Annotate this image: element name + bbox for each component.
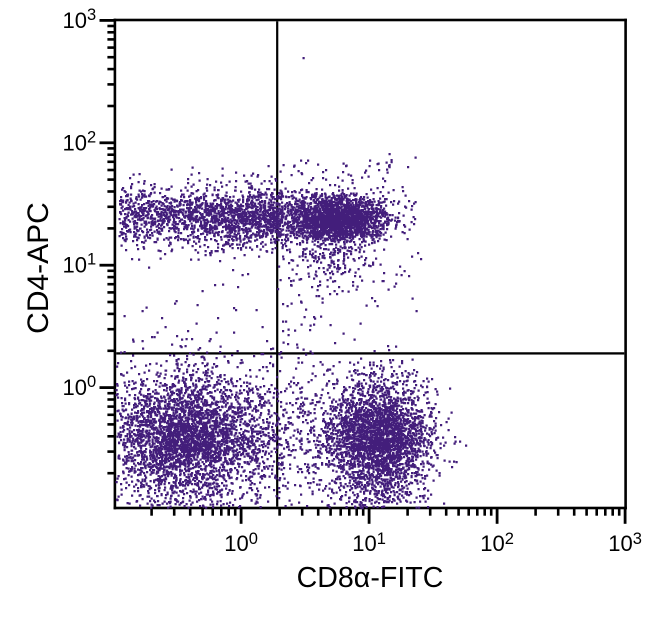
svg-text:103: 103: [63, 6, 97, 33]
svg-text:CD8α-FITC: CD8α-FITC: [297, 562, 444, 594]
svg-text:101: 101: [63, 251, 97, 278]
svg-text:CD4-APC: CD4-APC: [22, 202, 55, 334]
